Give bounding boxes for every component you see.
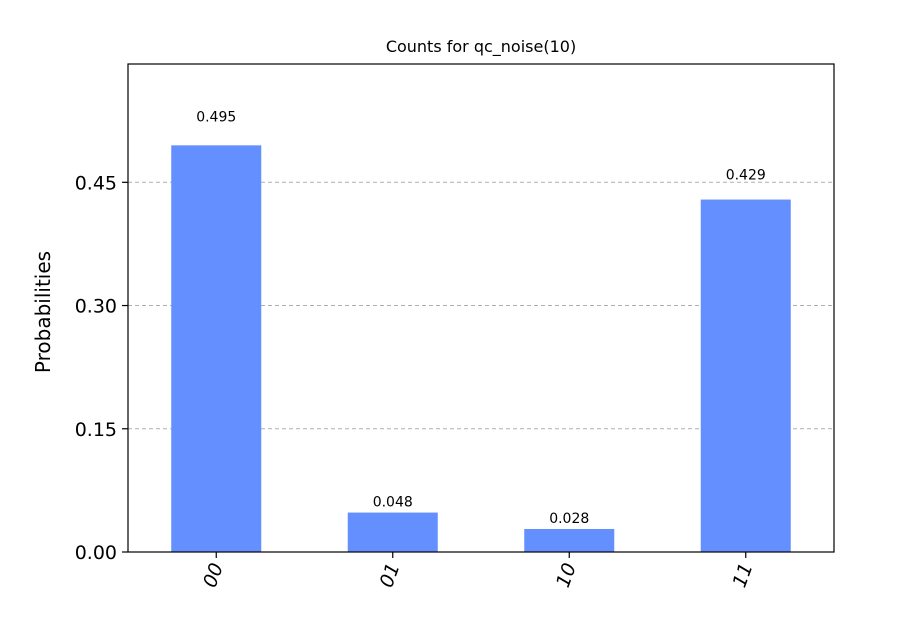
data-label: 0.048 <box>373 495 413 511</box>
y-axis-ticks: 0.00 0.15 0.30 0.45 <box>75 172 128 564</box>
chart-title: Counts for qc_noise(10) <box>386 37 576 57</box>
x-tick-label: 00 <box>199 560 228 590</box>
x-axis-ticks: 00 01 10 11 <box>199 552 757 590</box>
y-axis-label: Probabilities <box>31 251 55 373</box>
data-label: 0.429 <box>726 168 766 184</box>
x-tick-label: 10 <box>552 560 581 590</box>
bar <box>700 199 791 553</box>
x-tick-label: 01 <box>376 560 405 590</box>
y-tick-label: 0.45 <box>75 172 117 194</box>
bar <box>171 145 262 553</box>
plot-frame <box>127 63 835 553</box>
x-tick-label: 11 <box>729 560 758 590</box>
data-label: 0.028 <box>549 511 589 527</box>
y-tick-label: 0.00 <box>75 542 117 564</box>
data-label: 0.495 <box>196 109 236 125</box>
bars <box>171 145 791 553</box>
bar <box>347 512 438 552</box>
y-tick-label: 0.30 <box>75 296 117 318</box>
bar <box>524 528 615 552</box>
y-tick-label: 0.15 <box>75 419 117 441</box>
data-labels: 0.495 0.048 0.028 0.429 <box>196 109 766 527</box>
